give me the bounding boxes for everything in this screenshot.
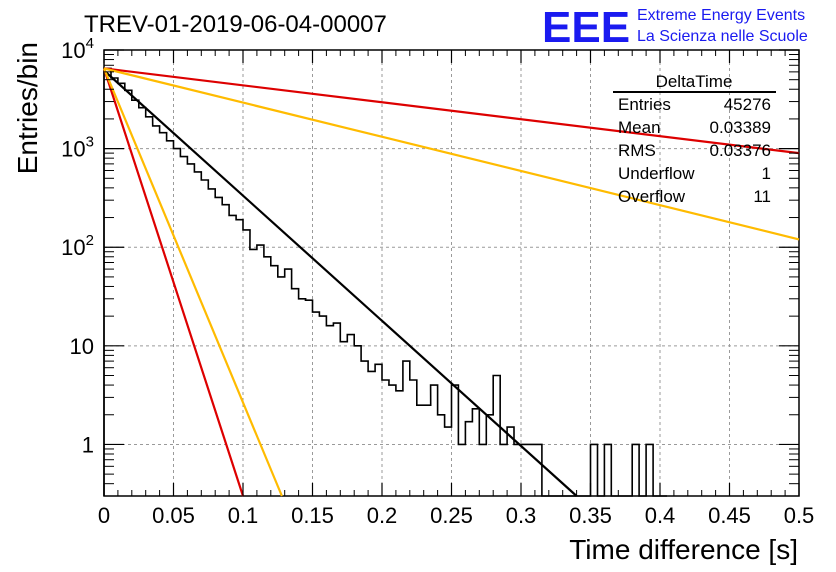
histogram (103, 67, 667, 497)
stats-row-value: 45276 (724, 95, 771, 114)
x-tick-label: 0 (98, 503, 110, 528)
stats-box: DeltaTime Entries 45276 Mean 0.03389 RMS… (613, 72, 776, 206)
stats-row-value: 11 (753, 187, 771, 206)
histogram-outline (103, 67, 667, 497)
x-axis: 0 0.05 0.1 0.15 0.2 0.25 0.3 0.35 0.4 0.45 0.5 (98, 50, 814, 528)
stats-row-label: Underflow (618, 164, 695, 183)
stats-row-value: 0.03376 (710, 141, 771, 160)
brand-line-1: Extreme Energy Events (637, 7, 805, 24)
stats-row-label: RMS (618, 141, 656, 160)
y-tick-label: 1 (82, 432, 94, 457)
fit-lines (102, 67, 800, 497)
x-tick-label: 0.1 (228, 503, 259, 528)
y-tick-label: 104 (61, 35, 94, 63)
x-tick-label: 0.5 (784, 503, 815, 528)
fit-line (103, 67, 800, 241)
x-tick-label: 0.45 (708, 503, 751, 528)
stats-box-name: DeltaTime (656, 72, 733, 91)
stats-row-value: 0.03389 (710, 118, 771, 137)
x-tick-label: 0.25 (430, 503, 473, 528)
brand-line-2: La Scienza nelle Scuole (637, 28, 808, 45)
y-axis: 1 10 102 103 104 (61, 35, 799, 497)
brand-logo: EEE (542, 3, 630, 52)
plot-title: TREV-01-2019-06-04-00007 (84, 11, 387, 38)
x-tick-label: 0.2 (367, 503, 398, 528)
y-axis-title: Entries/bin (12, 42, 43, 174)
y-tick-label: 10 (70, 334, 94, 359)
fit-line (102, 67, 283, 497)
x-axis-title: Time difference [s] (569, 534, 798, 565)
fit-line (102, 68, 245, 497)
x-tick-label: 0.35 (569, 503, 612, 528)
y-tick-label: 103 (61, 134, 94, 162)
x-tick-label: 0.4 (645, 503, 676, 528)
y-tick-label: 102 (61, 232, 94, 260)
grid (104, 50, 799, 496)
fit-line (103, 69, 578, 497)
x-tick-label: 0.15 (291, 503, 334, 528)
stats-row-label: Entries (618, 95, 671, 114)
x-tick-label: 0.3 (506, 503, 537, 528)
x-tick-label: 0.05 (152, 503, 195, 528)
stats-row-value: 1 (762, 164, 771, 183)
stats-row-label: Mean (618, 118, 661, 137)
stats-row-label: Overflow (618, 187, 686, 206)
fit-line (103, 67, 800, 155)
